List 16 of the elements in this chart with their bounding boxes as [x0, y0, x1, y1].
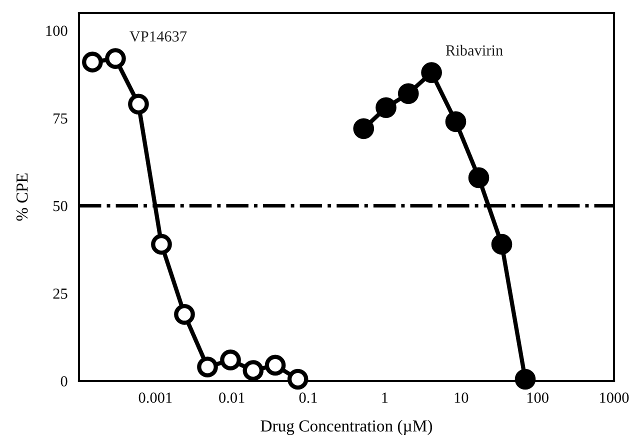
x-tick-label: 10: [454, 392, 468, 403]
x-tick-label: 1: [382, 392, 388, 403]
x-tick-label: 100: [527, 392, 548, 403]
y-tick-label: 50: [54, 200, 68, 212]
x-tick-label: 0.001: [138, 392, 172, 403]
y-axis-title: % CPE: [16, 174, 28, 221]
x-tick-label: 0.01: [219, 392, 244, 403]
series-label: VP14637: [130, 31, 187, 42]
y-tick-label: 0: [60, 376, 68, 386]
x-axis-title: Drug Concentration (µM): [260, 420, 432, 436]
y-tick-label: 100: [46, 26, 68, 36]
x-tick-label: 0.1: [299, 392, 317, 403]
series-label: Ribavirin: [446, 44, 503, 56]
y-tick-label: 75: [54, 113, 68, 124]
y-tick-label: 25: [53, 288, 68, 299]
x-tick-label: 1000: [600, 392, 629, 403]
